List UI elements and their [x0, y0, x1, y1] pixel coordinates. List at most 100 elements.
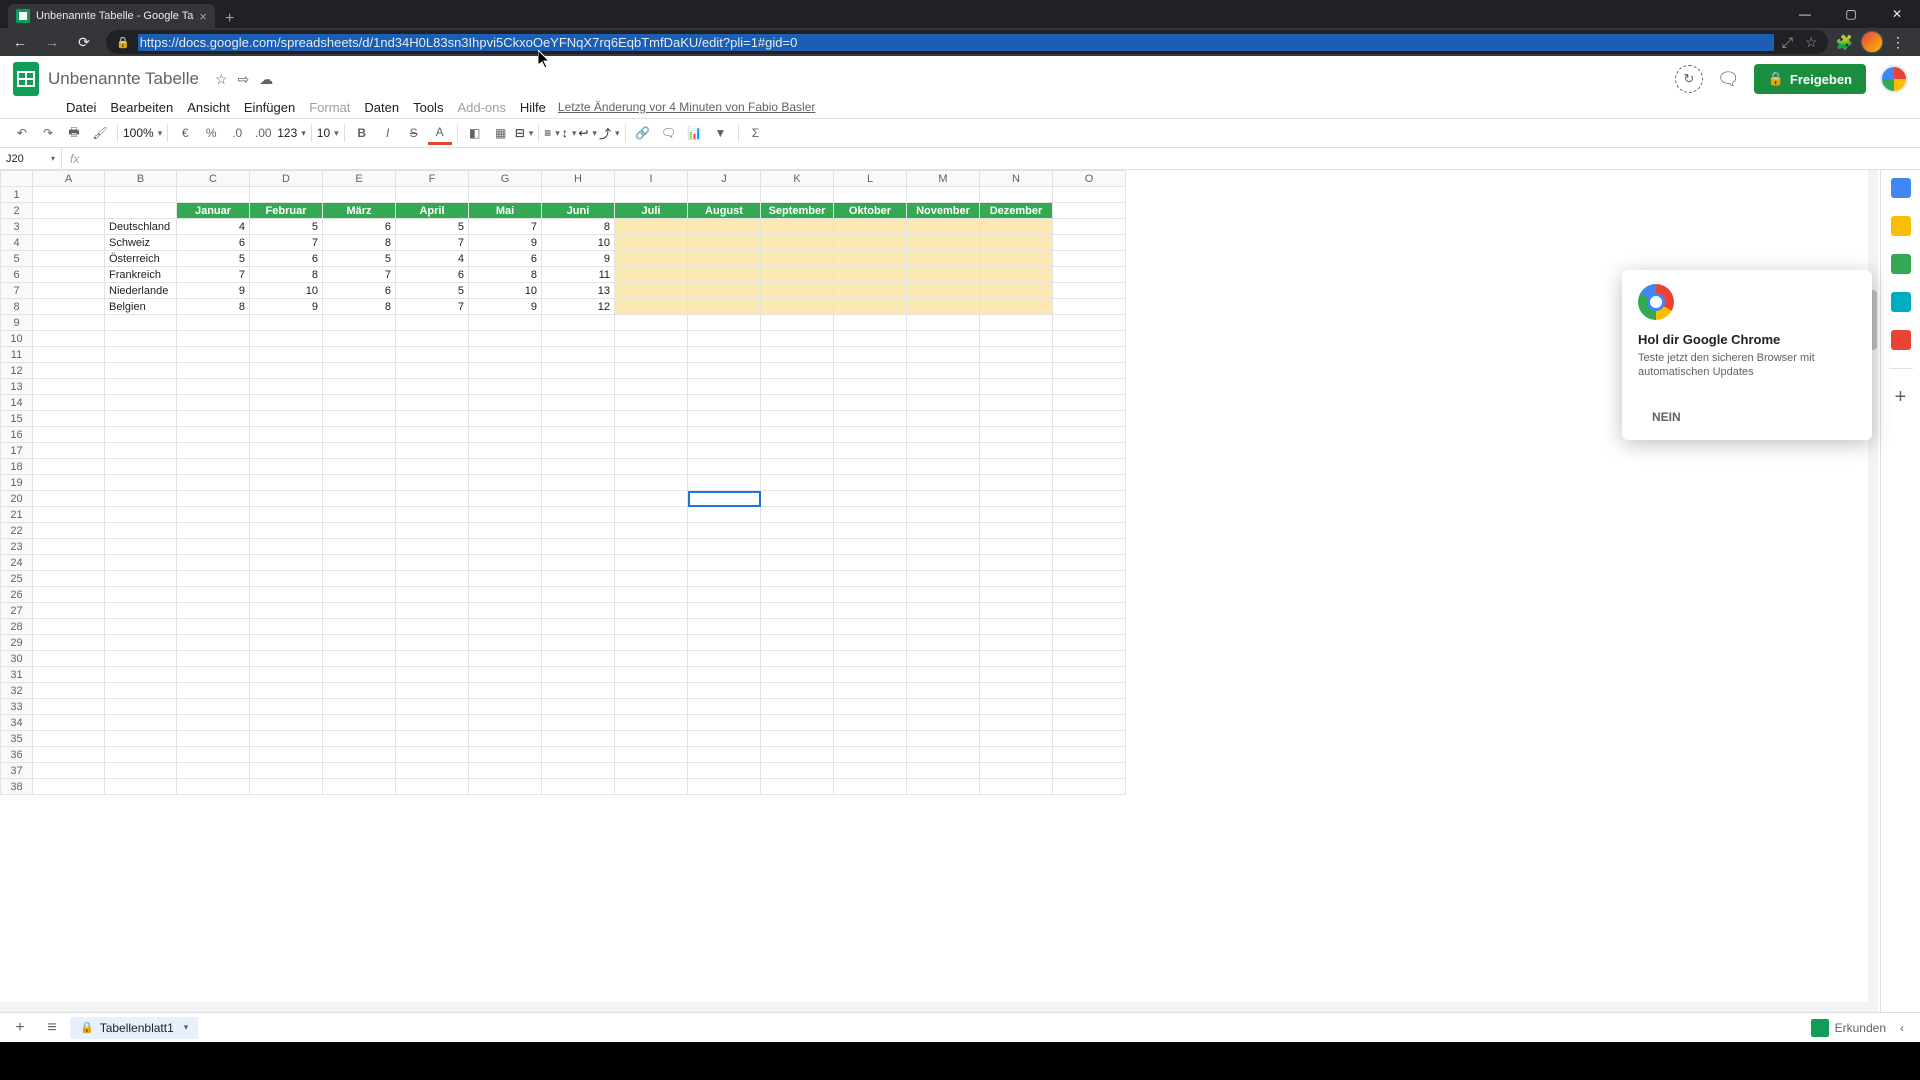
share-button[interactable]: 🔒 Freigeben	[1754, 64, 1866, 94]
cell-H33[interactable]	[542, 699, 615, 715]
cell-N12[interactable]	[980, 363, 1053, 379]
cell-O16[interactable]	[1053, 427, 1126, 443]
cell-M10[interactable]	[907, 331, 980, 347]
cell-M21[interactable]	[907, 507, 980, 523]
cell-H11[interactable]	[542, 347, 615, 363]
cell-G17[interactable]	[469, 443, 542, 459]
cell-F34[interactable]	[396, 715, 469, 731]
cell-H1[interactable]	[542, 187, 615, 203]
cell-N7[interactable]	[980, 283, 1053, 299]
cell-A8[interactable]	[33, 299, 105, 315]
cell-C6[interactable]: 7	[177, 267, 250, 283]
cell-A10[interactable]	[33, 331, 105, 347]
strike-icon[interactable]: S	[402, 121, 426, 145]
cell-K36[interactable]	[761, 747, 834, 763]
cell-H27[interactable]	[542, 603, 615, 619]
forward-button[interactable]: →	[38, 30, 66, 54]
cell-N28[interactable]	[980, 619, 1053, 635]
cell-K7[interactable]	[761, 283, 834, 299]
row-header-20[interactable]: 20	[1, 491, 33, 507]
functions-icon[interactable]: Σ	[744, 121, 768, 145]
col-header-L[interactable]: L	[834, 171, 907, 187]
cell-L38[interactable]	[834, 779, 907, 795]
cell-E1[interactable]	[323, 187, 396, 203]
cell-K34[interactable]	[761, 715, 834, 731]
last-edit-link[interactable]: Letzte Änderung vor 4 Minuten von Fabio …	[558, 100, 815, 114]
cell-B33[interactable]	[105, 699, 177, 715]
cell-M3[interactable]	[907, 219, 980, 235]
cell-M8[interactable]	[907, 299, 980, 315]
cell-F18[interactable]	[396, 459, 469, 475]
cell-M14[interactable]	[907, 395, 980, 411]
cell-G36[interactable]	[469, 747, 542, 763]
cell-I2[interactable]: Juli	[615, 203, 688, 219]
cell-O20[interactable]	[1053, 491, 1126, 507]
cell-E33[interactable]	[323, 699, 396, 715]
cell-K26[interactable]	[761, 587, 834, 603]
menu-ansicht[interactable]: Ansicht	[181, 98, 236, 117]
cell-E29[interactable]	[323, 635, 396, 651]
cell-A11[interactable]	[33, 347, 105, 363]
cell-N1[interactable]	[980, 187, 1053, 203]
cell-F36[interactable]	[396, 747, 469, 763]
cell-G12[interactable]	[469, 363, 542, 379]
cell-D8[interactable]: 9	[250, 299, 323, 315]
cell-L26[interactable]	[834, 587, 907, 603]
cell-I26[interactable]	[615, 587, 688, 603]
cell-I22[interactable]	[615, 523, 688, 539]
col-header-E[interactable]: E	[323, 171, 396, 187]
cell-J35[interactable]	[688, 731, 761, 747]
cell-O31[interactable]	[1053, 667, 1126, 683]
cell-M1[interactable]	[907, 187, 980, 203]
cell-O26[interactable]	[1053, 587, 1126, 603]
cell-G27[interactable]	[469, 603, 542, 619]
cell-O25[interactable]	[1053, 571, 1126, 587]
cell-M24[interactable]	[907, 555, 980, 571]
cell-L8[interactable]	[834, 299, 907, 315]
cell-G5[interactable]: 6	[469, 251, 542, 267]
menu-hilfe[interactable]: Hilfe	[514, 98, 552, 117]
cell-C9[interactable]	[177, 315, 250, 331]
cell-O9[interactable]	[1053, 315, 1126, 331]
cell-L35[interactable]	[834, 731, 907, 747]
cell-I11[interactable]	[615, 347, 688, 363]
cell-I15[interactable]	[615, 411, 688, 427]
cell-A35[interactable]	[33, 731, 105, 747]
cell-C11[interactable]	[177, 347, 250, 363]
cell-O2[interactable]	[1053, 203, 1126, 219]
cell-G13[interactable]	[469, 379, 542, 395]
cell-A20[interactable]	[33, 491, 105, 507]
cell-L15[interactable]	[834, 411, 907, 427]
col-header-C[interactable]: C	[177, 171, 250, 187]
italic-icon[interactable]: I	[376, 121, 400, 145]
cell-M38[interactable]	[907, 779, 980, 795]
cell-G1[interactable]	[469, 187, 542, 203]
cell-H19[interactable]	[542, 475, 615, 491]
cell-H21[interactable]	[542, 507, 615, 523]
cell-F14[interactable]	[396, 395, 469, 411]
cell-O10[interactable]	[1053, 331, 1126, 347]
row-header-11[interactable]: 11	[1, 347, 33, 363]
cell-E6[interactable]: 7	[323, 267, 396, 283]
cell-I21[interactable]	[615, 507, 688, 523]
cell-D34[interactable]	[250, 715, 323, 731]
cell-N20[interactable]	[980, 491, 1053, 507]
cell-K30[interactable]	[761, 651, 834, 667]
cell-F23[interactable]	[396, 539, 469, 555]
cell-K12[interactable]	[761, 363, 834, 379]
cell-E19[interactable]	[323, 475, 396, 491]
cell-G38[interactable]	[469, 779, 542, 795]
cell-M27[interactable]	[907, 603, 980, 619]
cell-A1[interactable]	[33, 187, 105, 203]
promo-yes-button[interactable]: JA	[1703, 404, 1746, 430]
cell-K14[interactable]	[761, 395, 834, 411]
cell-A15[interactable]	[33, 411, 105, 427]
cell-O13[interactable]	[1053, 379, 1126, 395]
cell-N10[interactable]	[980, 331, 1053, 347]
cell-H18[interactable]	[542, 459, 615, 475]
cell-B27[interactable]	[105, 603, 177, 619]
cell-G20[interactable]	[469, 491, 542, 507]
cell-E11[interactable]	[323, 347, 396, 363]
font-size-select[interactable]: 10	[317, 126, 339, 140]
cell-F33[interactable]	[396, 699, 469, 715]
